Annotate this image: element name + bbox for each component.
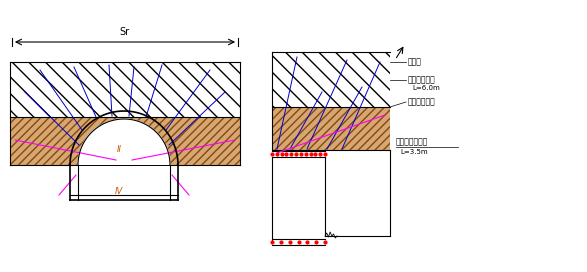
Bar: [272, 52, 390, 107]
Bar: [10, 117, 240, 165]
Bar: [272, 52, 390, 107]
Text: II: II: [116, 146, 122, 154]
Bar: [272, 107, 390, 150]
Text: 超前注浆小导管: 超前注浆小导管: [396, 138, 429, 147]
Bar: [272, 107, 390, 150]
Text: L=6.0m: L=6.0m: [412, 85, 440, 91]
Bar: [10, 62, 240, 117]
Text: 砂砂层: 砂砂层: [408, 57, 422, 66]
Text: 砖质展性土层: 砖质展性土层: [408, 97, 436, 107]
Text: IV: IV: [115, 187, 123, 196]
Bar: [10, 117, 240, 165]
Text: L=3.5m: L=3.5m: [400, 149, 427, 155]
Text: Sr: Sr: [119, 27, 129, 37]
Text: 超前注浆导管: 超前注浆导管: [408, 76, 436, 85]
Bar: [10, 62, 240, 117]
Polygon shape: [78, 119, 170, 165]
Polygon shape: [78, 165, 170, 195]
